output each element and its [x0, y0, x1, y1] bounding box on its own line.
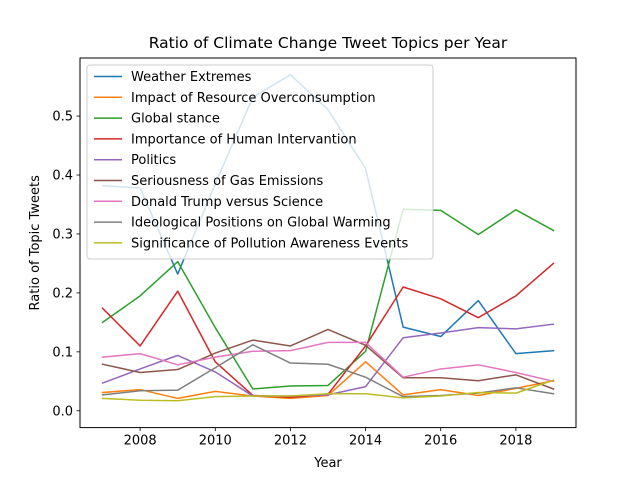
x-tick-label: 2012	[274, 434, 307, 449]
legend-label: Seriousness of Gas Emissions	[131, 174, 324, 189]
x-tick-label: 2018	[499, 434, 532, 449]
series-line-6	[101, 328, 555, 390]
y-tick-label: 0.1	[52, 345, 73, 360]
series-layer	[101, 74, 555, 402]
x-tick-label: 2008	[124, 434, 157, 449]
y-tick-label: 0.4	[52, 169, 73, 184]
x-tick-label: 2010	[199, 434, 232, 449]
x-tick-label: 2014	[349, 434, 382, 449]
series-line-9	[101, 379, 555, 402]
y-tick-label: 0.2	[52, 286, 73, 301]
y-axis-label: Ratio of Topic Tweets	[28, 175, 43, 311]
y-tick-label: 0.0	[52, 404, 73, 419]
legend-label: Impact of Resource Overconsumption	[131, 91, 376, 106]
legend: Weather Extremes Impact of Resource Overc…	[86, 64, 434, 260]
legend-label: Significance of Pollution Awareness Even…	[131, 236, 408, 251]
y-tick-label: 0.5	[52, 110, 73, 125]
legend-label: Ideological Positions on Global Warming	[131, 216, 391, 231]
legend-label: Importance of Human Intervantion	[131, 132, 357, 147]
x-axis-label: Year	[313, 456, 342, 471]
series-line-3	[101, 208, 555, 390]
x-axis: 2008 2010 2012 2014 2016 2018	[124, 427, 532, 449]
plot-frame	[79, 57, 577, 429]
y-tick-label: 0.3	[52, 227, 73, 242]
x-tick-label: 2016	[424, 434, 457, 449]
legend-label: Weather Extremes	[131, 70, 252, 85]
y-axis: 0.0 0.1 0.2 0.3 0.4 0.5	[52, 110, 80, 419]
legend-box	[86, 64, 434, 260]
legend-label: Politics	[131, 153, 176, 168]
legend-label: Donald Trump versus Science	[131, 195, 323, 210]
series-line-5	[101, 323, 555, 397]
legend-label: Global stance	[131, 112, 220, 127]
series-line-7	[101, 341, 555, 383]
chart-title: Ratio of Climate Change Tweet Topics per…	[149, 34, 508, 52]
